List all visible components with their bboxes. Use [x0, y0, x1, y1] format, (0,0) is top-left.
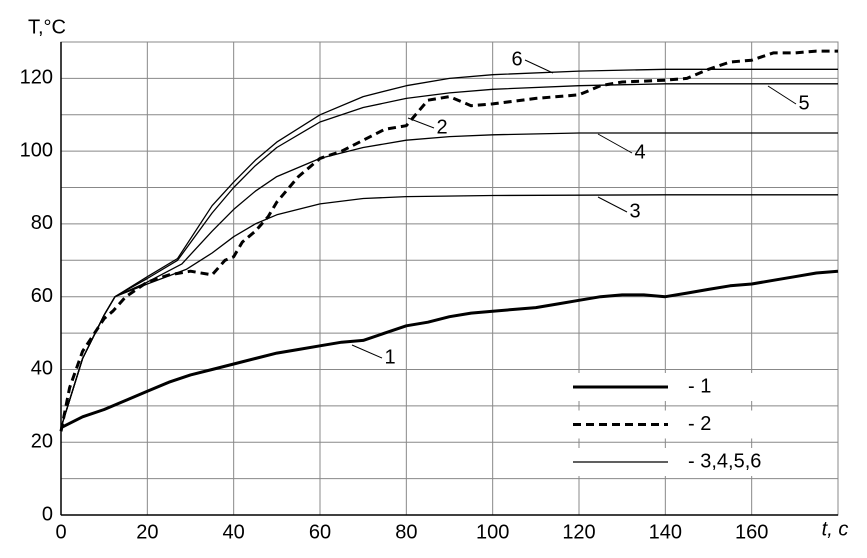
y-tick-label: 120 [20, 67, 53, 89]
x-tick-label: 60 [309, 521, 331, 543]
x-tick-label: 100 [476, 521, 509, 543]
x-tick-label: 120 [562, 521, 595, 543]
y-tick-label: 60 [31, 285, 53, 307]
annotation-leader [524, 59, 554, 74]
x-tick-label: 0 [55, 521, 66, 543]
y-tick-label: 0 [42, 503, 53, 525]
series-line [60, 68, 838, 428]
series-line [60, 269, 839, 430]
curve-label: 6 [511, 48, 522, 70]
annotation-leader [597, 133, 633, 154]
legend-label: - 1 [688, 375, 711, 397]
y-tick-label: 40 [31, 358, 53, 380]
annotation-leader [597, 196, 628, 213]
y-tick-label: 100 [20, 139, 53, 161]
x-tick-label: 40 [223, 521, 245, 543]
x-tick-label: 160 [735, 521, 768, 543]
legend-bg [566, 410, 816, 439]
x-axis-label: t, c [822, 518, 849, 540]
legend-label: - 3,4,5,6 [688, 450, 761, 472]
x-tick-label: 20 [136, 521, 158, 543]
y-tick-label: 20 [31, 431, 53, 453]
y-axis-label: T,°C [28, 16, 66, 38]
series-line [59, 49, 838, 432]
annotation-leader [767, 85, 797, 105]
legend-label: - 2 [688, 413, 711, 435]
x-tick-label: 140 [649, 521, 682, 543]
curve-label: 4 [634, 141, 645, 163]
curve-label: 3 [629, 200, 640, 222]
annotation-leader [407, 117, 435, 129]
y-tick-label: 80 [31, 212, 53, 234]
curve-label: 2 [436, 116, 447, 138]
curve-label: 5 [798, 92, 809, 114]
annotation-leader [351, 344, 383, 359]
x-tick-label: 80 [395, 521, 417, 543]
curve-label: 1 [384, 346, 395, 368]
